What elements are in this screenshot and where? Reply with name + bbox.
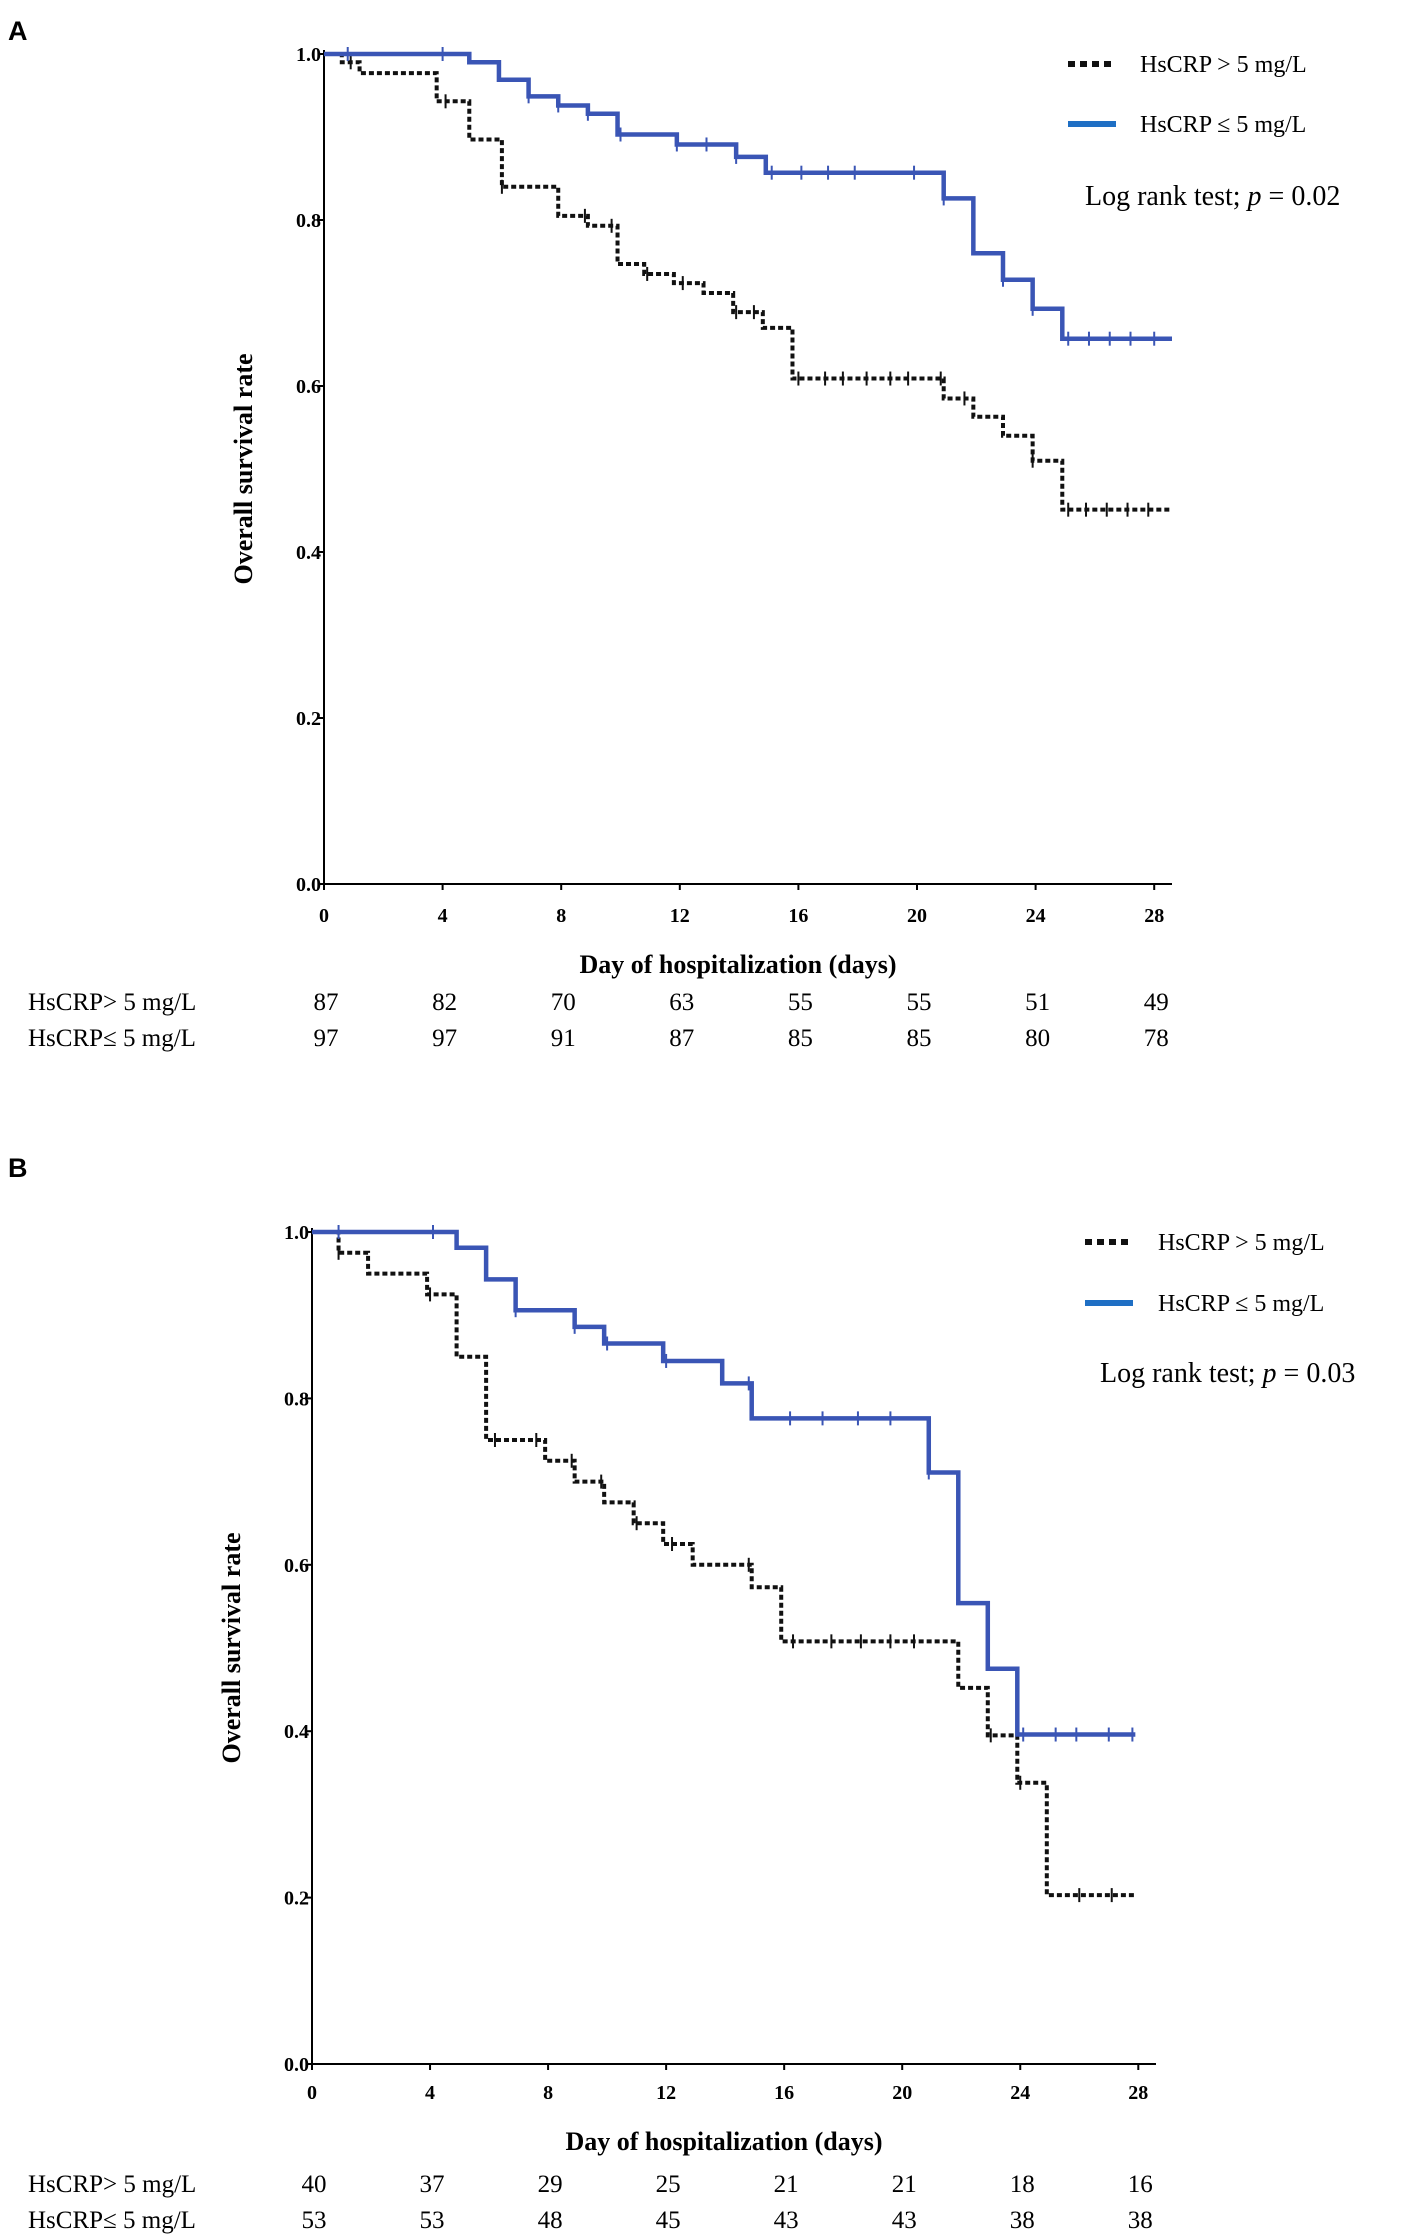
risk-value: 55 xyxy=(907,989,932,1016)
log-rank-annotation: Log rank test; p = 0.03 xyxy=(1100,1358,1355,1389)
x-tick-label: 12 xyxy=(656,2082,676,2104)
risk-value: 87 xyxy=(314,989,339,1016)
x-axis-title: Day of hospitalization (days) xyxy=(565,2127,882,2156)
y-tick-label: 0.4 xyxy=(284,1721,309,1743)
x-tick-label: 20 xyxy=(907,905,927,927)
risk-value: 49 xyxy=(1144,989,1169,1016)
panel-label: B xyxy=(8,1153,28,1183)
risk-value: 37 xyxy=(420,2171,445,2198)
legend: HsCRP > 5 mg/L HsCRP ≤ 5 mg/L xyxy=(1068,52,1307,138)
risk-value: 53 xyxy=(302,2207,327,2234)
log-rank-prefix: Log rank test; xyxy=(1085,181,1248,212)
risk-value: 18 xyxy=(1010,2171,1035,2198)
log-rank-p-symbol: p xyxy=(1261,1358,1277,1389)
risk-row-label: HsCRP≤ 5 mg/L xyxy=(28,1025,196,1052)
risk-table: HsCRP> 5 mg/L 40 37 29 25 21 21 18 16 HsCRP≤ 5 mg… xyxy=(28,2171,1153,2234)
risk-value: 38 xyxy=(1010,2207,1035,2234)
risk-value: 21 xyxy=(774,2171,799,2198)
panel-b: B0.00.20.40.60.81.00 4 8 12 16 20 24 28Overall … xyxy=(8,1153,1355,2234)
legend-label-hscrp-low: HsCRP ≤ 5 mg/L xyxy=(1158,1291,1324,1317)
legend-label-hscrp-high: HsCRP > 5 mg/L xyxy=(1140,52,1307,78)
risk-value: 16 xyxy=(1128,2171,1153,2198)
x-tick-label: 20 xyxy=(892,2082,912,2104)
risk-value: 21 xyxy=(892,2171,917,2198)
x-tick-label: 24 xyxy=(1026,905,1046,927)
x-tick-label: 4 xyxy=(438,905,448,927)
log-rank-p-symbol: p xyxy=(1246,181,1262,212)
log-rank-annotation: Log rank test; p = 0.02 xyxy=(1085,181,1340,212)
risk-value: 43 xyxy=(774,2207,799,2234)
x-tick-label: 0 xyxy=(307,2082,317,2104)
risk-row-label: HsCRP≤ 5 mg/L xyxy=(28,2207,196,2234)
x-tick-label: 4 xyxy=(425,2082,435,2104)
survival-curve-hscrp-high xyxy=(312,1230,1136,1898)
x-tick-label: 28 xyxy=(1144,905,1164,927)
risk-table: HsCRP> 5 mg/L 87 82 70 63 55 55 51 49 HsCRP≤ 5 mg… xyxy=(28,989,1169,1052)
legend-label-hscrp-high: HsCRP > 5 mg/L xyxy=(1158,1230,1325,1256)
y-tick-label: 1.0 xyxy=(296,44,321,66)
log-rank-value: = 0.03 xyxy=(1277,1358,1356,1389)
y-tick-label: 0.6 xyxy=(296,376,321,398)
survival-curve-hscrp-low xyxy=(312,1229,1136,1737)
y-tick-label: 0.2 xyxy=(284,1888,309,1910)
x-tick-label: 8 xyxy=(556,905,566,927)
x-tick-label: 8 xyxy=(543,2082,553,2104)
risk-value: 97 xyxy=(314,1025,339,1052)
legend-label-hscrp-low: HsCRP ≤ 5 mg/L xyxy=(1140,112,1306,138)
x-tick-label: 16 xyxy=(788,905,808,927)
y-tick-label: 0.8 xyxy=(296,210,321,232)
x-tick-label: 24 xyxy=(1010,2082,1030,2104)
legend: HsCRP > 5 mg/L HsCRP ≤ 5 mg/L xyxy=(1085,1230,1325,1317)
risk-value: 55 xyxy=(788,989,813,1016)
risk-value: 53 xyxy=(420,2207,445,2234)
y-tick-label: 0.0 xyxy=(284,2054,309,2076)
risk-value: 70 xyxy=(551,989,576,1016)
risk-value: 63 xyxy=(669,989,694,1016)
risk-value: 51 xyxy=(1025,989,1050,1016)
y-tick-label: 1.0 xyxy=(284,1222,309,1244)
y-tick-label: 0.6 xyxy=(284,1555,309,1577)
risk-value: 85 xyxy=(907,1025,932,1052)
survival-curve-hscrp-high xyxy=(324,52,1172,512)
risk-row-label: HsCRP> 5 mg/L xyxy=(28,989,196,1016)
x-tick-label: 0 xyxy=(319,905,329,927)
risk-value: 48 xyxy=(538,2207,563,2234)
log-rank-value: = 0.02 xyxy=(1262,181,1341,212)
risk-value: 45 xyxy=(656,2207,681,2234)
x-tick-label: 16 xyxy=(774,2082,794,2104)
risk-value: 85 xyxy=(788,1025,813,1052)
y-tick-label: 0.0 xyxy=(296,874,321,896)
x-tick-label: 12 xyxy=(670,905,690,927)
y-axis-title: Overall survival rate xyxy=(229,353,258,584)
x-axis-title: Day of hospitalization (days) xyxy=(579,950,896,979)
risk-value: 80 xyxy=(1025,1025,1050,1052)
y-tick-label: 0.4 xyxy=(296,542,321,564)
risk-value: 87 xyxy=(669,1025,694,1052)
log-rank-prefix: Log rank test; xyxy=(1100,1358,1263,1389)
risk-value: 25 xyxy=(656,2171,681,2198)
y-tick-label: 0.8 xyxy=(284,1388,309,1410)
risk-row-label: HsCRP> 5 mg/L xyxy=(28,2171,196,2198)
y-axis-title: Overall survival rate xyxy=(217,1532,246,1763)
risk-value: 38 xyxy=(1128,2207,1153,2234)
panel-label: A xyxy=(8,16,28,46)
risk-value: 43 xyxy=(892,2207,917,2234)
risk-value: 82 xyxy=(432,989,457,1016)
y-tick-label: 0.2 xyxy=(296,708,321,730)
risk-value: 40 xyxy=(302,2171,327,2198)
risk-value: 91 xyxy=(551,1025,576,1052)
panel-a: A 0.0 0.2 0.4 0.6 0.8 1.0 0 4 8 12 16 20 24 28 Overall … xyxy=(8,16,1340,1052)
risk-value: 29 xyxy=(538,2171,563,2198)
risk-value: 78 xyxy=(1144,1025,1169,1052)
risk-value: 97 xyxy=(432,1025,457,1052)
x-tick-label: 28 xyxy=(1128,2082,1148,2104)
